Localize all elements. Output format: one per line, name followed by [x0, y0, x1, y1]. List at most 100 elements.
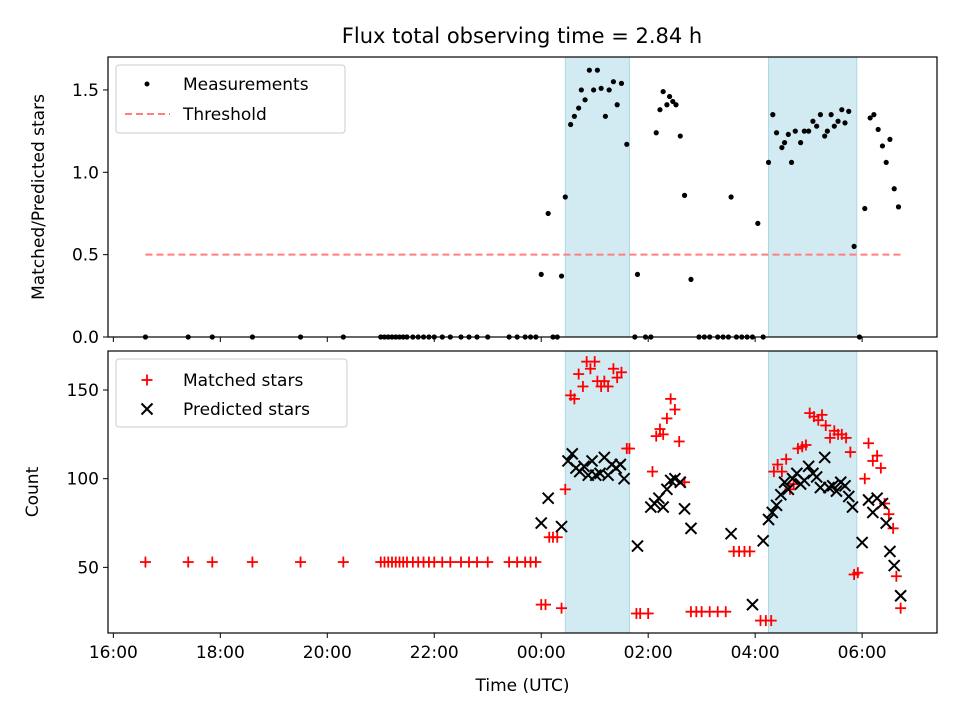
matched-star-point [673, 435, 685, 447]
predicted-star-point [678, 502, 691, 516]
measurement-point [677, 133, 683, 139]
predicted-star-point [822, 481, 836, 494]
measurement-point [831, 123, 837, 129]
matched-star-point [844, 446, 856, 458]
matched-star-point [871, 450, 883, 462]
measurement-point [798, 140, 804, 146]
measurement-point [591, 87, 597, 93]
predicted-star-point [894, 589, 907, 602]
measurement-point [851, 243, 857, 250]
predicted-star-point [782, 483, 795, 496]
predicted-star-point [798, 474, 811, 487]
matched-star-point [883, 508, 895, 520]
measurement-point [781, 140, 788, 146]
predicted-star-point [617, 472, 631, 485]
x-axis-label: Time (UTC) [475, 676, 570, 696]
matched-star-point [206, 556, 218, 568]
bottom-y-tick-label: 100 [67, 470, 99, 490]
top-x-axis-ticks [112, 337, 863, 342]
bottom-x-tick-label: 16:00 [89, 643, 138, 663]
measurement-point [887, 136, 893, 142]
bottom-legend: Matched stars Predicted stars [115, 358, 348, 428]
measurement-point [765, 159, 772, 166]
matched-stars-points [139, 356, 907, 627]
matched-star-point [816, 409, 828, 421]
predicted-star-point [774, 488, 788, 501]
measurement-point [614, 102, 620, 108]
matched-star-point [852, 567, 864, 579]
predicted-star-point [766, 506, 779, 519]
predicted-star-point [818, 451, 831, 464]
measurement-point [785, 131, 791, 138]
predicted-star-point [883, 545, 897, 558]
bottom-shaded-regions [564, 350, 858, 634]
matched-star-point [589, 356, 601, 368]
matched-star-point [650, 430, 662, 442]
matched-star-point [720, 606, 732, 618]
measurement-point [806, 128, 812, 134]
measurement-point [773, 130, 780, 136]
measurement-point [571, 113, 577, 119]
matched-star-point [602, 380, 614, 392]
matched-star-point [780, 453, 792, 465]
matched-star-point [559, 483, 571, 495]
predicted-star-point [724, 527, 738, 540]
predicted-star-point [842, 490, 855, 503]
predicted-star-point [684, 522, 698, 535]
measurement-point [792, 128, 798, 134]
measurement-point [673, 102, 679, 108]
legend-matched-label: Matched stars [183, 371, 303, 391]
bottom-x-tick-label: 06:00 [838, 643, 887, 663]
bottom-x-tick-label: 20:00 [303, 643, 352, 663]
matched-star-point [646, 466, 658, 478]
bottom-y-axis-label: Count [23, 466, 43, 517]
measurement-point [624, 141, 630, 147]
measurement-point [846, 108, 852, 114]
measurement-point [891, 186, 897, 192]
matched-star-point [530, 556, 542, 568]
measurement-point [634, 271, 641, 278]
matched-star-point [772, 459, 784, 471]
predicted-star-point [585, 454, 599, 468]
predicted-star-point [866, 506, 880, 519]
measurement-point [653, 130, 659, 136]
measurement-point [610, 79, 617, 85]
measurement-point [755, 220, 761, 226]
measurement-point [883, 159, 889, 166]
matched-star-point [800, 439, 812, 451]
predicted-star-point [846, 500, 859, 514]
legend-predicted-cross [140, 402, 154, 416]
bottom-x-tick-label: 18:00 [196, 643, 245, 663]
measurement-point [801, 128, 807, 134]
predicted-star-point [555, 520, 568, 533]
matched-star-point [577, 380, 589, 392]
matched-star-point [859, 473, 871, 485]
bottom-shaded-region [564, 350, 630, 634]
measurement-point [586, 67, 592, 73]
matched-star-point [615, 366, 627, 378]
matched-star-point [875, 462, 887, 474]
measurement-point [660, 88, 666, 95]
legend-measurements-label: Measurements [183, 75, 309, 95]
matched-star-point [295, 556, 307, 568]
measurement-point [578, 87, 584, 93]
legend-predicted-label: Predicted stars [183, 400, 310, 420]
matched-star-point [182, 556, 194, 568]
measurement-point [558, 273, 565, 279]
matched-star-point [551, 531, 563, 543]
matched-star-point [482, 556, 494, 568]
measurement-point [681, 192, 688, 198]
predicted-star-point [668, 472, 682, 485]
measurement-point [879, 143, 886, 149]
top-y-tick-label: 1.0 [72, 163, 99, 183]
predicted-star-point [855, 536, 869, 549]
matched-star-point [539, 599, 551, 611]
bottom-x-tick-label: 02:00 [624, 643, 673, 663]
measurement-point [862, 205, 868, 212]
measurement-point [875, 126, 881, 133]
measurement-point [538, 271, 544, 278]
bottom-y-tick-label: 50 [77, 558, 99, 578]
predicted-star-point [802, 460, 815, 473]
panel-bottom: 50 100 150 16:00 18:00 20:00 22:00 00:00 02:00 0… [23, 350, 938, 696]
